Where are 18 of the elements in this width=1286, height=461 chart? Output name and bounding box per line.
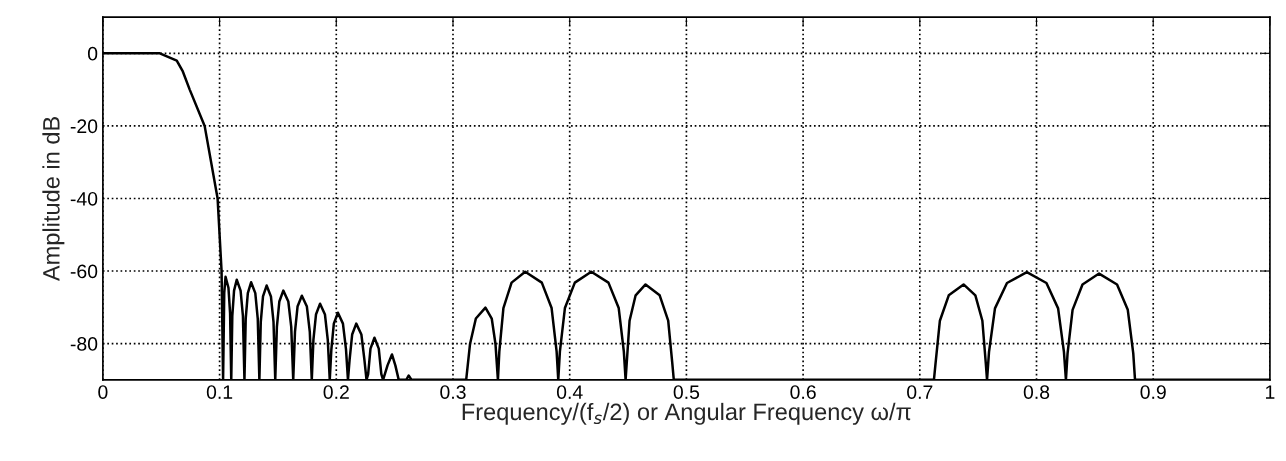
y-axis-title: Amplitude in dB <box>42 117 65 282</box>
x-tick-label: 0.2 <box>323 385 349 400</box>
x-axis-title: Frequency/(f$_{s}$/2) or Angular Frequency ω/π <box>462 402 911 425</box>
x-tick-label: 0.1 <box>206 385 233 400</box>
x-tick-label: 0.5 <box>673 385 700 400</box>
y-tick-label: -40 <box>70 191 98 206</box>
y-tick-label: 0 <box>87 46 98 61</box>
y-tick-label: -60 <box>70 264 98 279</box>
x-tick-label: 0.8 <box>1023 385 1050 400</box>
y-tick-label: -20 <box>70 119 98 134</box>
x-tick-label: 0.9 <box>1140 385 1166 400</box>
x-tick-label: 1 <box>1266 385 1275 399</box>
x-tick-label: 0.6 <box>790 385 816 400</box>
x-tick-label: 0.7 <box>907 385 933 400</box>
y-tick-label: -80 <box>70 337 98 351</box>
x-tick-label: 0 <box>98 385 108 400</box>
x-tick-label: 0.3 <box>440 385 466 400</box>
x-tick-label: 0.4 <box>556 385 583 400</box>
